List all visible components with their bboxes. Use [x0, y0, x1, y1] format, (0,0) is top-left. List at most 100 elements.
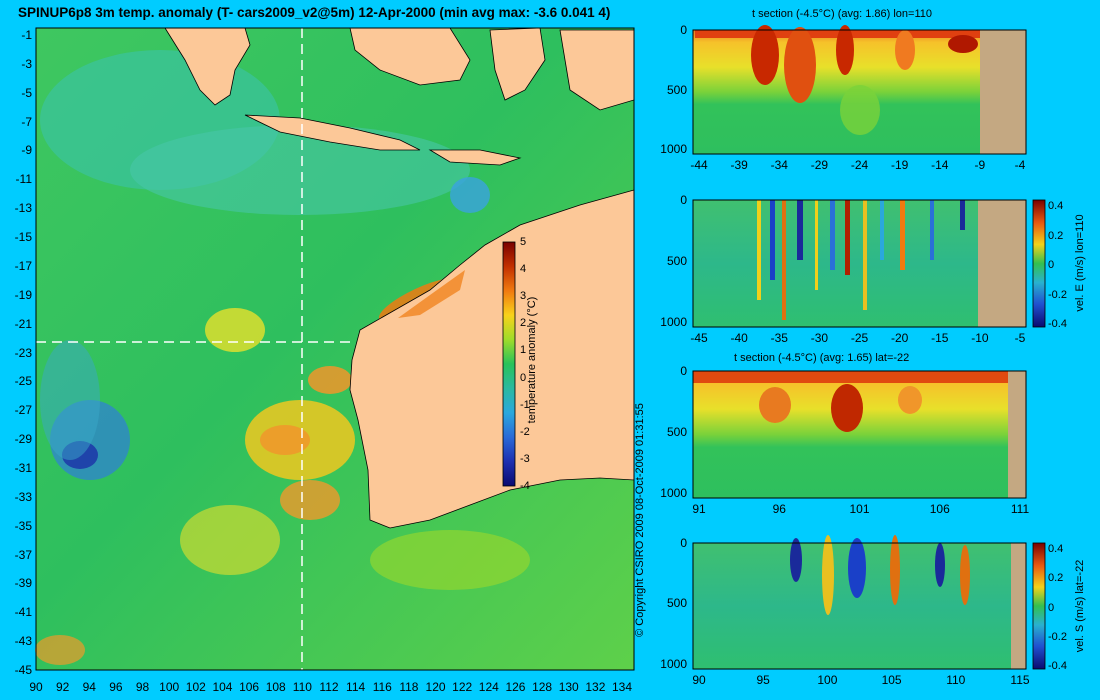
- p1-x-tick: -29: [810, 158, 829, 172]
- p2-x-tick: -10: [971, 331, 989, 345]
- borneo-landmass: [349, 27, 471, 86]
- p4-x-tick: 95: [756, 673, 770, 687]
- temperature-colorbar-tick: -1: [520, 398, 530, 411]
- p4-x-tick: 105: [881, 673, 902, 687]
- map-lon-tick: 110: [292, 680, 312, 694]
- map-lon-tick: 134: [611, 680, 633, 694]
- p2-cbar-tick: -0.2: [1048, 288, 1067, 301]
- temperature-colorbar-tick: 4: [520, 263, 527, 276]
- map-lon-tick: 100: [159, 680, 180, 694]
- p1-x-tick: -44: [690, 158, 708, 172]
- java-landmass: [244, 114, 421, 151]
- map-lon-tick: 132: [585, 680, 606, 694]
- panel-2-plot: [692, 199, 1046, 328]
- map-lat-tick: -15: [14, 230, 32, 245]
- map-lat-tick: -45: [14, 663, 32, 677]
- p2-x-tick: -45: [690, 331, 708, 345]
- map-lon-tick: 94: [82, 680, 96, 694]
- temperature-colorbar-tick: 0: [520, 371, 527, 384]
- p1-x-tick: -34: [770, 158, 788, 172]
- map-lat-tick: -11: [15, 172, 32, 187]
- map-lon-tick: 104: [212, 680, 233, 694]
- map-lat-tick: -43: [14, 634, 32, 649]
- p3-x-tick: 91: [692, 502, 706, 516]
- p4-y-tick: 1000: [660, 656, 687, 671]
- map-lat-tick: -5: [21, 85, 32, 100]
- p1-x-tick: -19: [890, 158, 909, 172]
- p2-x-tick: -30: [810, 331, 829, 345]
- map-lon-tick: 96: [109, 680, 123, 694]
- map-lon-tick: 116: [372, 680, 392, 694]
- map-lat-tick: -9: [21, 143, 32, 158]
- p4-cbar-tick: 0.4: [1048, 543, 1064, 555]
- panel-1-title: t section (-4.5°C) (avg: 1.86) lon=110: [752, 8, 932, 20]
- copyright-text: © Copyright CSIRO 2009 08-Oct-2009 01:31…: [634, 403, 646, 637]
- map-frame: [35, 27, 635, 671]
- panel-2-colorbar-label: vel. E (m/s) lon=110: [1074, 214, 1086, 312]
- p1-x-tick: -9: [974, 158, 986, 172]
- temperature-colorbar-tick: 5: [520, 236, 527, 248]
- sumatra-landmass: [164, 27, 251, 106]
- p2-x-tick: -35: [770, 331, 788, 345]
- p3-x-tick: 111: [1010, 502, 1030, 516]
- map-lon-tick: 120: [425, 680, 446, 694]
- panel-1-plot: [692, 25, 1027, 155]
- p3-y-tick: 500: [666, 424, 687, 439]
- panel-4-colorbar-label: vel. S (m/s) lat=-22: [1074, 559, 1086, 653]
- p2-cbar-tick: -0.4: [1048, 318, 1067, 330]
- panel-4-colorbar: [1032, 542, 1046, 670]
- map-lat-tick: -13: [14, 201, 32, 216]
- map-lat-tick: -19: [14, 287, 32, 302]
- map-lon-tick: 126: [505, 680, 526, 694]
- map-lat-tick: -31: [14, 460, 32, 475]
- p1-y-tick: 500: [666, 82, 687, 97]
- panel-4-plot: [692, 535, 1046, 670]
- map-lon-tick: 114: [346, 680, 366, 694]
- map-lat-tick: -1: [21, 28, 32, 42]
- temperature-colorbar: [502, 241, 516, 487]
- map-lat-tick: -29: [14, 432, 32, 447]
- p2-cbar-tick: 0.2: [1048, 229, 1064, 242]
- p4-cbar-tick: -0.2: [1048, 630, 1067, 643]
- map-lat-tick: -25: [14, 374, 32, 389]
- temperature-colorbar-tick: 3: [520, 290, 527, 303]
- p4-x-tick: 115: [1010, 673, 1030, 687]
- map-lat-tick: -7: [21, 114, 32, 129]
- map-lon-tick: 102: [185, 680, 206, 694]
- p2-cbar-tick: 0.4: [1048, 200, 1064, 212]
- map-lon-tick: 106: [239, 680, 260, 694]
- map-lat-tick: -3: [21, 56, 32, 71]
- p4-x-tick: 90: [692, 673, 706, 687]
- map-lon-tick: 108: [265, 680, 286, 694]
- panel-2-colorbar: [1032, 199, 1046, 328]
- p2-y-tick: 0: [680, 193, 687, 207]
- temperature-colorbar-label: temperature anomaly (°C): [526, 296, 538, 424]
- map-lon-tick: 130: [558, 680, 579, 694]
- p4-x-tick: 100: [817, 673, 838, 687]
- temperature-colorbar-tick: 2: [520, 317, 527, 330]
- p1-x-tick: -14: [931, 158, 949, 172]
- map-lon-tick: 128: [532, 680, 553, 694]
- p2-x-tick: -20: [890, 331, 909, 345]
- map-lon-tick: 118: [399, 680, 419, 694]
- p1-x-tick: -4: [1014, 158, 1026, 172]
- map-lon-tick: 92: [55, 680, 70, 694]
- panel-2-land: [978, 200, 1026, 327]
- p2-x-tick: -15: [931, 331, 949, 345]
- p1-x-tick: -39: [730, 158, 748, 172]
- map-lat-tick: -21: [14, 316, 32, 331]
- p1-y-tick: 0: [680, 23, 687, 37]
- temperature-colorbar-tick: -2: [520, 425, 530, 438]
- p4-y-tick: 0: [680, 536, 687, 550]
- map-lat-tick: -37: [14, 547, 32, 562]
- panel-1-land: [980, 30, 1026, 154]
- temperature-colorbar-tick: -3: [520, 452, 530, 465]
- p2-x-tick: -40: [730, 331, 748, 345]
- p1-x-tick: -24: [850, 158, 869, 172]
- p2-y-tick: 500: [666, 253, 687, 268]
- p2-x-tick: -25: [850, 331, 869, 345]
- map-lat-tick: -27: [14, 403, 32, 418]
- main-map: [35, 27, 635, 671]
- p2-x-tick: -5: [1014, 331, 1026, 345]
